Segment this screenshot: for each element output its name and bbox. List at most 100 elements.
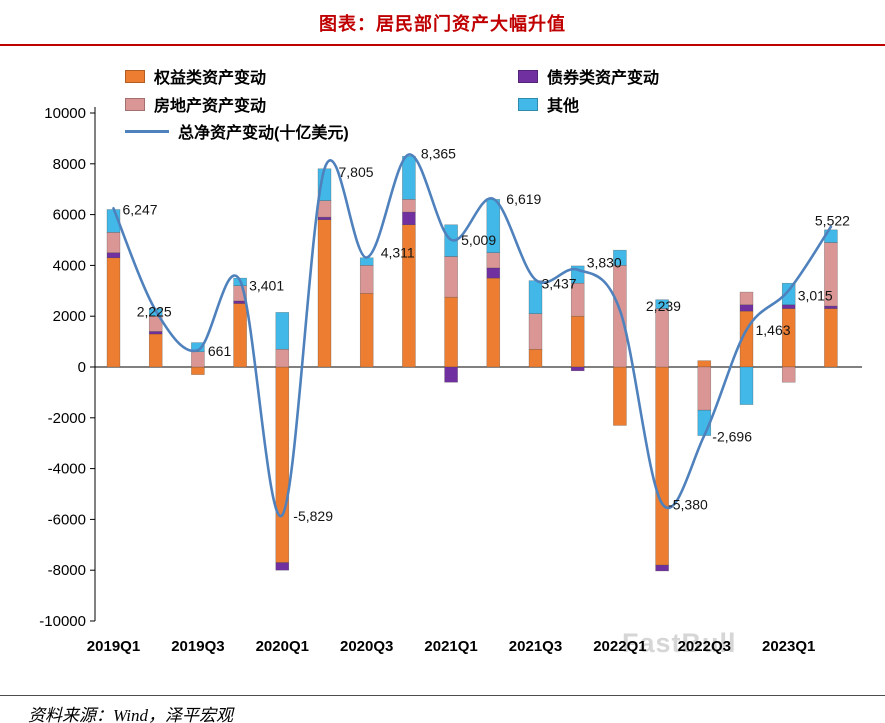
bar-segment xyxy=(486,252,501,269)
x-axis-tick-label: 2020Q3 xyxy=(340,638,393,655)
source-divider xyxy=(0,695,885,696)
bar-segment xyxy=(275,366,290,563)
bar-segment xyxy=(359,265,374,294)
legend-label-equity: 权益类资产变动 xyxy=(154,70,267,87)
bar-segment xyxy=(655,564,669,572)
bar-segment xyxy=(739,304,754,312)
bar-segment xyxy=(191,351,205,368)
bar-segment xyxy=(781,282,796,306)
y-axis-tick-label: 8000 xyxy=(53,156,86,173)
line-data-label: 8,365 xyxy=(421,146,456,162)
legend-item-equity: 权益类资产变动 xyxy=(125,64,266,88)
bar-segment xyxy=(317,200,332,218)
line-data-label: 6,619 xyxy=(506,191,541,207)
bar-segment xyxy=(486,277,501,368)
bar-segment xyxy=(528,313,543,350)
line-data-label: 3,015 xyxy=(798,287,833,303)
y-axis-tick-label: -4000 xyxy=(48,461,86,478)
line-data-label: 2,225 xyxy=(137,303,172,319)
line-data-label: 5,009 xyxy=(461,232,496,248)
bar-segment xyxy=(444,296,458,368)
bar-segment xyxy=(191,342,205,353)
bar-segment xyxy=(613,265,627,368)
bar-segment xyxy=(697,366,712,411)
y-axis-tick-label: 6000 xyxy=(53,207,86,224)
line-data-label: 3,401 xyxy=(249,278,284,294)
bar-segment xyxy=(528,280,543,314)
bar-segment xyxy=(148,331,163,335)
bar-segment xyxy=(444,256,458,298)
bar-segment xyxy=(148,333,163,368)
bar-segment xyxy=(824,305,838,309)
watermark: FastBull xyxy=(622,628,737,658)
line-data-label: 6,247 xyxy=(123,201,158,217)
bar-segment xyxy=(697,360,712,368)
bar-segment xyxy=(106,257,121,368)
data-labels-layer: 6,247 2,225 661 3,401 -5,829 7,805 4,311 8,365 5… xyxy=(123,146,851,525)
bar-segment xyxy=(444,366,458,383)
y-axis-tick-label: 4000 xyxy=(53,257,86,274)
y-axis-tick-label: 2000 xyxy=(53,308,86,325)
line-data-label: 4,311 xyxy=(381,245,415,261)
bar-segment xyxy=(359,293,374,368)
bar-segment xyxy=(106,252,121,259)
y-axis-tick-label: -8000 xyxy=(48,562,86,579)
bar-segment xyxy=(824,308,838,368)
line-data-label: -5,380 xyxy=(668,497,708,513)
legend-label-net-line: 总净资产变动(十亿美元) xyxy=(178,125,349,142)
line-data-label: 3,437 xyxy=(542,276,577,292)
legend-item-bond: 债券类资产变动 xyxy=(518,64,659,88)
bar-segment xyxy=(655,299,669,309)
bar-segment xyxy=(402,211,416,226)
x-axis-tick-label: 2019Q3 xyxy=(171,638,224,655)
x-axis-tick-label: 2023Q1 xyxy=(762,638,815,655)
x-axis-tick-label: 2022Q1 xyxy=(593,638,646,655)
y-axis-tick-label: -10000 xyxy=(39,613,86,630)
bar-segment xyxy=(739,366,754,405)
line-data-label: 661 xyxy=(208,343,232,359)
bar-segment xyxy=(275,562,290,571)
y-axis-tick-label: -2000 xyxy=(48,410,86,427)
bar-segment xyxy=(275,348,290,368)
y-axis-tick-label: 0 xyxy=(78,359,86,376)
legend-item-other: 其他 xyxy=(518,92,579,116)
line-data-label: 3,830 xyxy=(587,255,622,271)
bar-segment xyxy=(570,366,585,372)
bar-segment xyxy=(486,267,501,279)
bar-segment xyxy=(655,308,669,368)
line-data-label: 2,239 xyxy=(646,298,681,314)
x-axis-tick-label: 2022Q3 xyxy=(678,638,731,655)
x-axis-tick-label: 2019Q1 xyxy=(87,638,140,655)
legend-label-bond: 债券类资产变动 xyxy=(547,70,660,87)
y-axis-tick-label: 10000 xyxy=(44,105,86,122)
line-layer xyxy=(112,153,833,518)
legend-item-net-line: 总净资产变动(十亿美元) xyxy=(125,119,349,143)
bar-segment xyxy=(528,348,543,368)
bar-segment xyxy=(359,257,374,266)
bar-segment xyxy=(655,366,669,566)
page-title: 图表：居民部门资产大幅升值 xyxy=(319,14,566,34)
bar-segment xyxy=(402,155,416,200)
net-line-swatch-icon xyxy=(125,129,169,133)
other-swatch-icon xyxy=(518,97,538,111)
axes-layer: 10000 8000 6000 4000 2000 0 -2000 -4000 -6000 -80… xyxy=(39,105,862,655)
bar-segment xyxy=(613,366,627,426)
x-axis-tick-label: 2020Q1 xyxy=(256,638,309,655)
net-change-line xyxy=(112,153,833,518)
title-divider xyxy=(0,44,885,46)
bar-segment xyxy=(317,219,332,368)
bar-segment xyxy=(275,312,290,350)
source-note: 资料来源：Wind，泽平宏观 xyxy=(28,706,233,723)
legend-item-realestate: 房地产资产变动 xyxy=(125,92,266,116)
x-axis-tick-label: 2021Q1 xyxy=(424,638,477,655)
bar-segment xyxy=(106,232,121,253)
bar-segment xyxy=(739,291,754,306)
equity-swatch-icon xyxy=(125,69,145,83)
bar-segment xyxy=(781,304,796,309)
bar-segment xyxy=(402,199,416,213)
line-data-label: -5,829 xyxy=(293,508,333,524)
line-data-label: 7,805 xyxy=(339,164,374,180)
line-data-label: 1,463 xyxy=(756,322,791,338)
